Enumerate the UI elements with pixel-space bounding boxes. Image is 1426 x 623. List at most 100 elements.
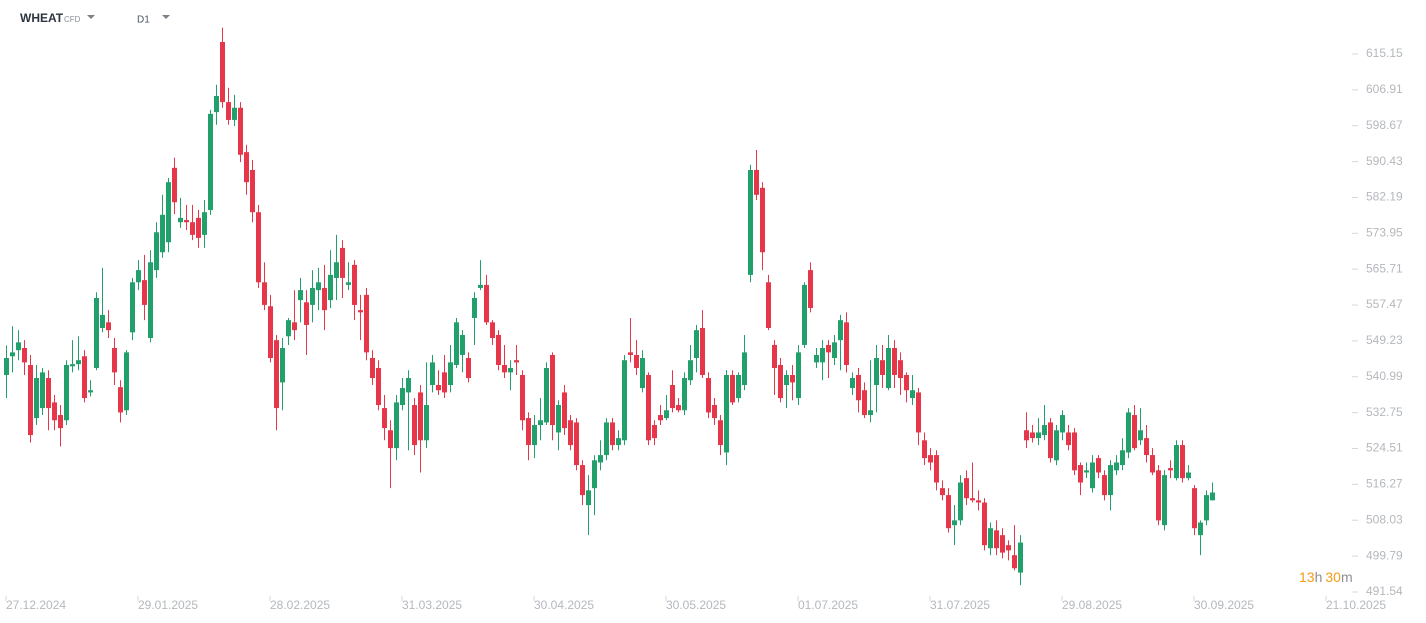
- candle-body: [880, 360, 885, 375]
- candle-body: [886, 348, 891, 389]
- candle-body: [478, 284, 483, 288]
- candle-body: [232, 107, 237, 120]
- candle-body: [892, 348, 897, 375]
- candle-body: [1036, 432, 1041, 439]
- y-tick-label: 582.19: [1366, 190, 1403, 204]
- candle-body: [844, 322, 849, 365]
- candle-body: [88, 390, 93, 393]
- candle-body: [1048, 422, 1053, 459]
- candle-body: [304, 302, 309, 325]
- market-type: CFD: [64, 15, 81, 24]
- candle-body: [34, 378, 39, 419]
- candle-body: [928, 455, 933, 463]
- candle-body: [1060, 415, 1065, 433]
- dropdown-arrow: [162, 15, 170, 19]
- candle-body: [1000, 535, 1005, 553]
- candle-body: [46, 378, 51, 409]
- candle-body: [406, 378, 411, 393]
- candle-body: [688, 360, 693, 381]
- candle-body: [1030, 432, 1035, 439]
- candle-body: [10, 352, 15, 357]
- x-tick-label: 30.05.2025: [666, 598, 726, 612]
- countdown-minutes: 30: [1325, 569, 1341, 585]
- candle-body: [166, 182, 171, 243]
- candle-body: [106, 322, 111, 331]
- candle-body: [394, 402, 399, 449]
- candle-body: [970, 498, 975, 501]
- y-tick-label: 598.67: [1366, 118, 1403, 132]
- candle-body: [340, 247, 345, 278]
- candle-body: [1078, 465, 1083, 483]
- candle-body: [82, 356, 87, 399]
- x-tick-label: 31.07.2025: [930, 598, 990, 612]
- candle-body: [1162, 475, 1167, 526]
- candle-body: [172, 167, 177, 203]
- candle-body: [1144, 438, 1149, 456]
- candle-body: [1150, 455, 1155, 473]
- candle-body: [1012, 555, 1017, 569]
- candle-body: [784, 374, 789, 386]
- candle-body: [460, 334, 465, 355]
- candle-body: [1018, 542, 1023, 573]
- candle-body: [124, 352, 129, 411]
- x-tick-label: 01.07.2025: [798, 598, 858, 612]
- candle-body: [226, 102, 231, 120]
- candle-body: [370, 358, 375, 379]
- candle-body: [400, 388, 405, 406]
- candle-body: [388, 430, 393, 449]
- candle-body: [1132, 415, 1137, 449]
- candle-body: [526, 418, 531, 446]
- candle-body: [268, 306, 273, 359]
- candle-body: [148, 262, 153, 338]
- candle-body: [202, 212, 207, 235]
- x-tick-label: 30.09.2025: [1194, 598, 1254, 612]
- candle-body: [538, 420, 543, 426]
- candle-body: [508, 368, 513, 373]
- candle-body: [736, 374, 741, 399]
- candle-body: [1114, 462, 1119, 471]
- y-tick-label: 491.54: [1366, 584, 1403, 598]
- candle-body: [154, 232, 159, 271]
- candle-body: [742, 352, 747, 386]
- symbol-selector[interactable]: WHEAT CFD: [20, 11, 95, 25]
- candle-body: [214, 96, 219, 113]
- candle-body: [700, 327, 705, 375]
- y-tick-label: 532.75: [1366, 405, 1403, 419]
- candle-body: [964, 478, 969, 499]
- candle-body: [856, 374, 861, 401]
- candle-body: [244, 152, 249, 183]
- candle-body: [664, 410, 669, 419]
- candle-body: [718, 420, 723, 446]
- candle-body: [262, 282, 267, 305]
- candle-body: [70, 364, 75, 367]
- y-tick-label: 516.27: [1366, 477, 1403, 491]
- x-tick-label: 29.08.2025: [1062, 598, 1122, 612]
- candle-body: [1096, 458, 1101, 473]
- candle-body: [196, 217, 201, 238]
- candle-body: [160, 214, 165, 253]
- candle-body: [1156, 470, 1161, 521]
- candle-body: [682, 378, 687, 411]
- candle-body: [316, 282, 321, 291]
- candle-body: [1084, 470, 1089, 473]
- candle-body: [982, 502, 987, 546]
- candle-body: [94, 297, 99, 369]
- candle-body: [826, 344, 831, 353]
- candle-body: [220, 42, 225, 103]
- candle-body: [910, 390, 915, 399]
- candle-body: [1006, 545, 1011, 551]
- candle-body: [58, 415, 63, 429]
- candle-body: [1186, 472, 1191, 479]
- candle-body: [580, 465, 585, 496]
- candle-body: [484, 284, 489, 323]
- countdown-unit: h: [1315, 569, 1323, 585]
- timeframe-selector[interactable]: D1: [137, 15, 170, 26]
- candle-body: [274, 340, 279, 409]
- candle-body: [16, 342, 21, 351]
- candle-body: [1042, 425, 1047, 436]
- symbol: WHEAT: [20, 11, 64, 25]
- y-tick-label: 606.91: [1366, 82, 1403, 96]
- candle-body: [286, 320, 291, 337]
- candle-body: [1210, 492, 1215, 501]
